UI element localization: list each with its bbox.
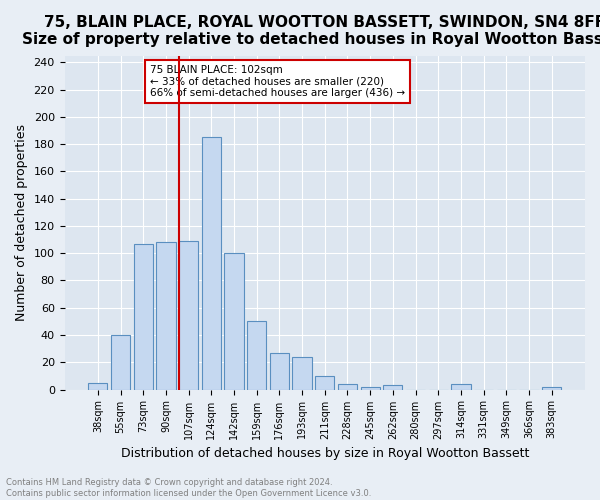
Bar (292, 357, 312, 390)
Bar (224, 253, 244, 390)
Bar (247, 322, 266, 390)
Bar (542, 387, 562, 390)
Bar (156, 242, 176, 390)
Bar (270, 353, 289, 390)
Y-axis label: Number of detached properties: Number of detached properties (15, 124, 28, 321)
Bar (134, 244, 153, 390)
Bar (202, 138, 221, 390)
Bar (338, 384, 357, 390)
Bar (383, 386, 403, 390)
Text: Contains HM Land Registry data © Crown copyright and database right 2024.
Contai: Contains HM Land Registry data © Crown c… (6, 478, 371, 498)
Bar (361, 387, 380, 390)
Title: 75, BLAIN PLACE, ROYAL WOOTTON BASSETT, SWINDON, SN4 8FF
Size of property relati: 75, BLAIN PLACE, ROYAL WOOTTON BASSETT, … (22, 15, 600, 48)
Bar (315, 376, 334, 390)
X-axis label: Distribution of detached houses by size in Royal Wootton Bassett: Distribution of detached houses by size … (121, 447, 529, 460)
Bar (111, 335, 130, 390)
Bar (179, 241, 198, 390)
Bar (451, 384, 470, 390)
Text: 75 BLAIN PLACE: 102sqm
← 33% of detached houses are smaller (220)
66% of semi-de: 75 BLAIN PLACE: 102sqm ← 33% of detached… (150, 65, 405, 98)
Bar (88, 383, 107, 390)
